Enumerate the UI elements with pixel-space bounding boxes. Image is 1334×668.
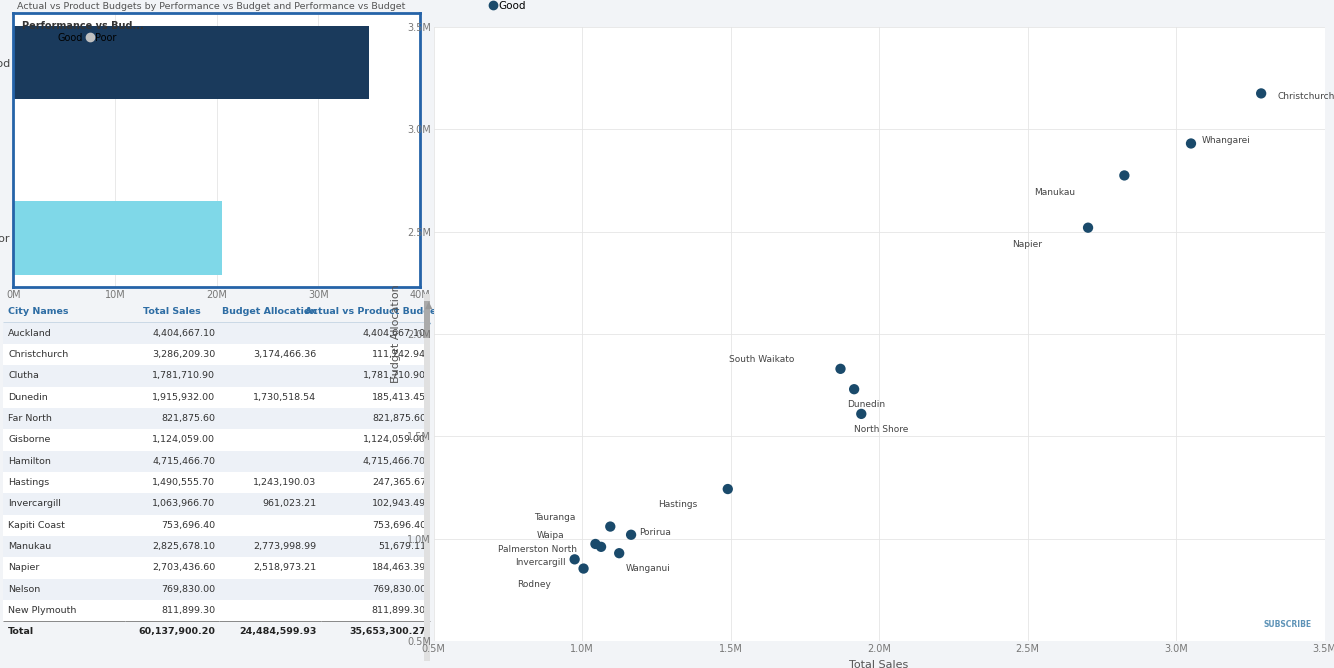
Bar [424,294,431,661]
Point [830,363,851,374]
Text: ▲: ▲ [424,299,432,309]
Text: Actual vs Product Budgets by Performance vs Budget and Performance vs Budget: Actual vs Product Budgets by Performance… [17,2,406,11]
Text: South Waikato: South Waikato [730,355,795,364]
Text: Manukau: Manukau [1034,188,1075,197]
Point [620,530,642,540]
Text: North Shore: North Shore [854,425,908,434]
Text: Waipa: Waipa [538,532,564,540]
Bar [424,301,431,338]
Point [591,542,612,552]
Point [608,548,630,558]
Text: Porirua: Porirua [639,528,671,537]
Text: Whangarei: Whangarei [1202,136,1251,146]
Text: Napier: Napier [1011,240,1042,249]
X-axis label: Total Sales: Total Sales [850,659,908,668]
Text: Dunedin: Dunedin [847,400,886,409]
Text: Hastings: Hastings [659,500,698,509]
Point [1250,88,1271,99]
Legend: Good: Good [439,0,578,11]
Text: Christchurch: Christchurch [1278,92,1334,101]
Text: Wanganui: Wanganui [626,564,671,573]
Point [564,554,586,564]
Bar [13,201,221,275]
Text: SUBSCRIBE: SUBSCRIBE [1263,620,1311,629]
Point [1114,170,1135,181]
Point [1078,222,1099,233]
Y-axis label: Budget Allocation: Budget Allocation [391,285,402,383]
Point [851,409,872,420]
Point [599,521,620,532]
Point [584,538,606,549]
Text: Palmerston North: Palmerston North [499,545,578,554]
Point [1181,138,1202,149]
Legend: Good, Poor: Good, Poor [23,21,144,43]
Bar [13,26,370,100]
Text: Invercargill: Invercargill [515,558,566,567]
Point [718,484,739,494]
Text: Rodney: Rodney [516,580,551,589]
Point [843,384,864,395]
Point [572,563,594,574]
Text: Tauranga: Tauranga [534,512,575,522]
